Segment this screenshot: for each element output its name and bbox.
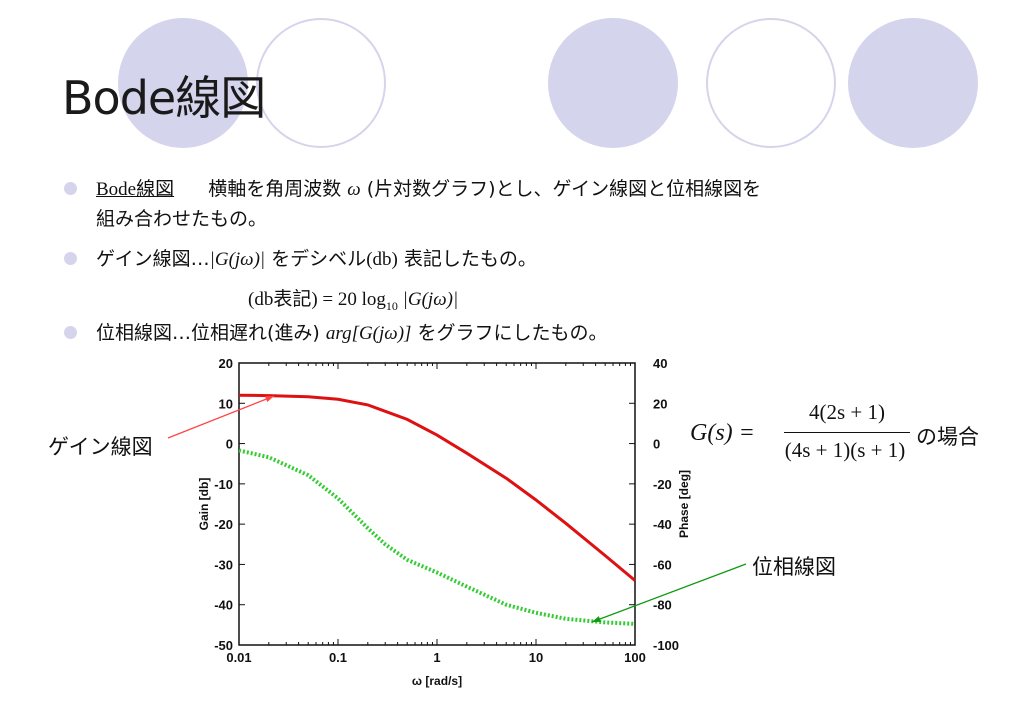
y-axis-title: Gain [db] (197, 478, 211, 531)
y2-tick-label: -40 (653, 517, 672, 532)
fraction-bar (784, 432, 910, 433)
x-tick-label: 0.01 (226, 650, 251, 665)
phase-callout-label: 位相線図 (752, 555, 836, 579)
decor-circle-5 (848, 18, 978, 148)
gain-arrow-head (265, 396, 274, 402)
bullet-1-term: Bode線図 (96, 179, 175, 200)
y-tick-label: -20 (214, 517, 233, 532)
phase-arrow-line (591, 563, 747, 623)
formula-lhs: G(s) = (690, 420, 755, 446)
gain-callout-label: ゲイン線図 (48, 435, 153, 459)
bullet-1-text-post: (片対数グラフ)とし、ゲイン線図と位相線図を (366, 178, 762, 200)
decor-circle-4 (706, 18, 836, 148)
x-tick-label: 1 (433, 650, 440, 665)
bullet-2-pre: ゲイン線図… (96, 248, 210, 270)
y2-tick-label: 0 (653, 437, 660, 452)
phase-curve (238, 448, 636, 626)
bullet-2-post: をデシベル (265, 248, 367, 270)
bullet-dot-1 (64, 182, 77, 195)
page-title: Bode線図 (62, 71, 266, 125)
formula-tail: の場合 (916, 425, 979, 449)
bullet-2-line: ゲイン線図…|G(jω)| をデシベル(db) 表記したもの。 (96, 244, 537, 271)
db-formula-sub: 10 (385, 298, 398, 313)
y-tick-label: -30 (214, 557, 233, 572)
y2-tick-label: -80 (653, 598, 672, 613)
y-tick-label: -40 (214, 598, 233, 613)
x-tick-label: 100 (624, 650, 646, 665)
y2-tick-label: -20 (653, 477, 672, 492)
y2-tick-label: 20 (653, 396, 667, 411)
bullet-1-text-pre: 横軸を角周波数 (208, 178, 342, 200)
y-tick-label: 10 (219, 396, 233, 411)
phase-arrow-head (592, 616, 601, 622)
gain-curve (238, 393, 636, 582)
db-formula-post: |G(jω)| (397, 289, 459, 310)
bullet-3-expr: arg[G(jω)] (325, 323, 412, 344)
bullet-1-omega: ω (347, 179, 361, 200)
bullet-dot-3 (64, 326, 77, 339)
y2-axis-title: Phase [deg] (677, 470, 691, 538)
y-tick-label: -10 (214, 477, 233, 492)
bullet-2-expr: |G(jω)| (209, 249, 266, 270)
y-tick-label: -50 (214, 638, 233, 653)
bullet-3-post: をグラフにしたもの。 (411, 322, 608, 344)
bullet-2-post2: 表記したもの。 (397, 248, 537, 270)
decor-circle-2 (256, 18, 386, 148)
formula-denominator: (4s + 1)(s + 1) (784, 438, 906, 462)
decor-circle-1 (118, 18, 248, 148)
x-tick-label: 10 (529, 650, 543, 665)
db-formula-pre: (db表記) = 20 log (248, 289, 386, 310)
y-tick-label: 0 (226, 437, 233, 452)
y2-tick-label: -60 (653, 557, 672, 572)
y2-tick-label: -100 (653, 638, 679, 653)
bullet-3-line: 位相線図…位相遅れ(進み) arg[G(jω)] をグラフにしたもの。 (96, 318, 607, 345)
plot-frame (238, 362, 636, 646)
decor-circle-3 (548, 18, 678, 148)
x-tick-label: 0.1 (329, 650, 347, 665)
formula-numerator: 4(2s + 1) (808, 400, 885, 424)
bullet-dot-2 (64, 252, 77, 265)
gain-arrow-line (167, 395, 275, 439)
db-formula-line: (db表記) = 20 log10 |G(jω)| (248, 284, 458, 314)
y-tick-label: 20 (219, 356, 233, 371)
bullet-1-line-1: Bode線図 横軸を角周波数 ω (片対数グラフ)とし、ゲイン線図と位相線図を (96, 174, 761, 201)
x-axis-title: ω [rad/s] (412, 674, 462, 688)
y2-tick-label: 40 (653, 356, 667, 371)
bullet-1-line-2: 組み合わせたもの。 (96, 208, 268, 230)
bullet-2-db: (db) (366, 249, 398, 270)
bullet-3-pre: 位相線図…位相遅れ(進み) (96, 322, 326, 344)
